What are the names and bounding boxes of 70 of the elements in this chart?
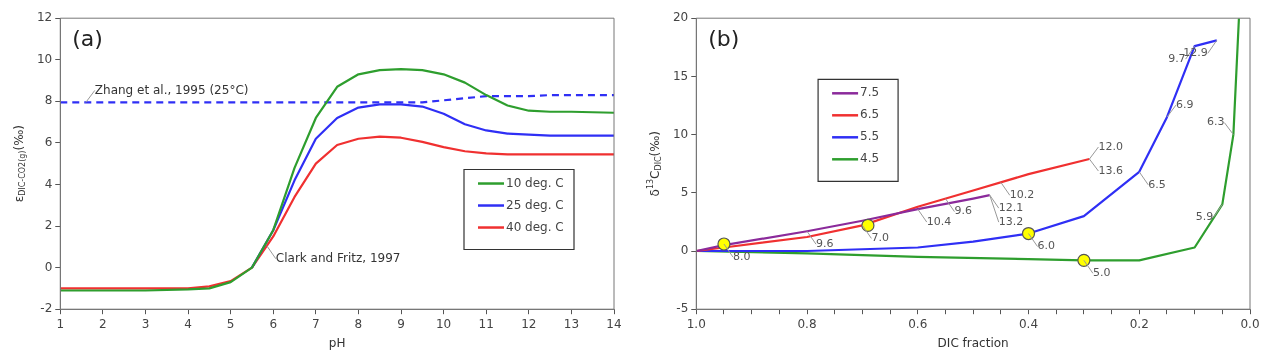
annotation: 5.9: [1195, 210, 1214, 224]
annotation: 13.6: [1098, 163, 1123, 177]
annotation: 6.3: [1206, 115, 1225, 129]
y-tick-label: 5: [680, 184, 689, 199]
y-tick-label: 2: [44, 218, 53, 233]
annotation: 12.0: [1098, 139, 1123, 153]
y-tick-label: 4: [44, 176, 53, 191]
legend-label: 10 deg. C: [506, 175, 564, 190]
x-tick-label: 10: [435, 316, 452, 331]
y-tick-label: 10: [672, 126, 689, 141]
point: [861, 218, 875, 232]
x-tick-label: 7: [312, 316, 320, 331]
annotation: (b): [708, 25, 740, 51]
y-tick-label: 0: [44, 259, 53, 274]
y-tick-label: -2: [40, 301, 53, 316]
x-tick-label: 3: [141, 316, 150, 331]
y-tick-label: 15: [672, 68, 689, 83]
legend-label: 6.5: [860, 107, 880, 122]
y-tick-label: 0: [680, 243, 689, 258]
y-axis-title: εDIC-CO2(g)(‰): [12, 125, 28, 203]
x-axis-title: pH: [328, 335, 346, 350]
point: [1077, 253, 1091, 267]
annotation: 12.1: [998, 200, 1024, 214]
y-tick-label: 12: [36, 10, 53, 25]
x-tick-label: 14: [606, 316, 622, 331]
x-tick-label: 1.0: [686, 316, 706, 331]
y-axis-title: δ13CDIC(‰): [646, 130, 664, 197]
point: [1021, 226, 1036, 241]
legend-label: 7.5: [860, 85, 880, 100]
y-tick-label: 20: [672, 10, 689, 25]
y-tick-label: 6: [44, 135, 53, 150]
annotation: 10.4: [926, 214, 952, 228]
y-tick-label: -5: [676, 301, 689, 316]
x-tick-label: 1: [56, 316, 65, 331]
annotation: 9.6: [816, 237, 834, 251]
legend-label: 25 deg. C: [506, 197, 564, 212]
annotation: 13.2: [998, 214, 1024, 228]
x-tick-label: 0.4: [1018, 316, 1039, 331]
annotation: 5.0: [1092, 266, 1111, 280]
legend-label: 40 deg. C: [506, 219, 564, 234]
legend-label: 5.5: [860, 129, 880, 144]
x-tick-label: 13: [563, 316, 580, 331]
x-tick-label: 4: [184, 316, 192, 331]
annotation: Zhang et al., 1995 (25°C): [94, 82, 249, 97]
x-tick-label: 6: [269, 316, 278, 331]
x-tick-label: 0.0: [1240, 316, 1260, 331]
x-tick-label: 0.2: [1129, 316, 1149, 331]
x-tick-label: 0.8: [797, 316, 817, 331]
annotation: 9.6: [954, 204, 972, 218]
legend-label: 4.5: [860, 151, 880, 166]
annotation: 6.0: [1037, 239, 1056, 253]
y-tick-label: 10: [36, 51, 53, 66]
annotation: (a): [72, 25, 103, 51]
x-tick-label: 0.6: [908, 316, 928, 331]
annotation: 6.9: [1175, 98, 1194, 111]
annotation: Clark and Fritz, 1997: [275, 250, 401, 265]
point: [717, 237, 731, 251]
annotation: 6.5: [1148, 177, 1166, 191]
x-tick-label: 5: [226, 316, 235, 331]
x-tick-label: 8: [354, 316, 363, 331]
annotation: 7.0: [871, 231, 889, 245]
x-tick-label: 11: [478, 316, 494, 331]
y-tick-label: 8: [44, 93, 53, 108]
x-tick-label: 9: [397, 316, 405, 331]
annotation: 9.7: [1168, 52, 1186, 65]
annotation: 10.2: [1009, 188, 1035, 202]
x-tick-label: 12: [521, 316, 537, 331]
x-tick-label: 2: [99, 316, 107, 331]
annotation: 8.0: [732, 249, 751, 263]
x-axis-title: DIC fraction: [937, 335, 1009, 350]
